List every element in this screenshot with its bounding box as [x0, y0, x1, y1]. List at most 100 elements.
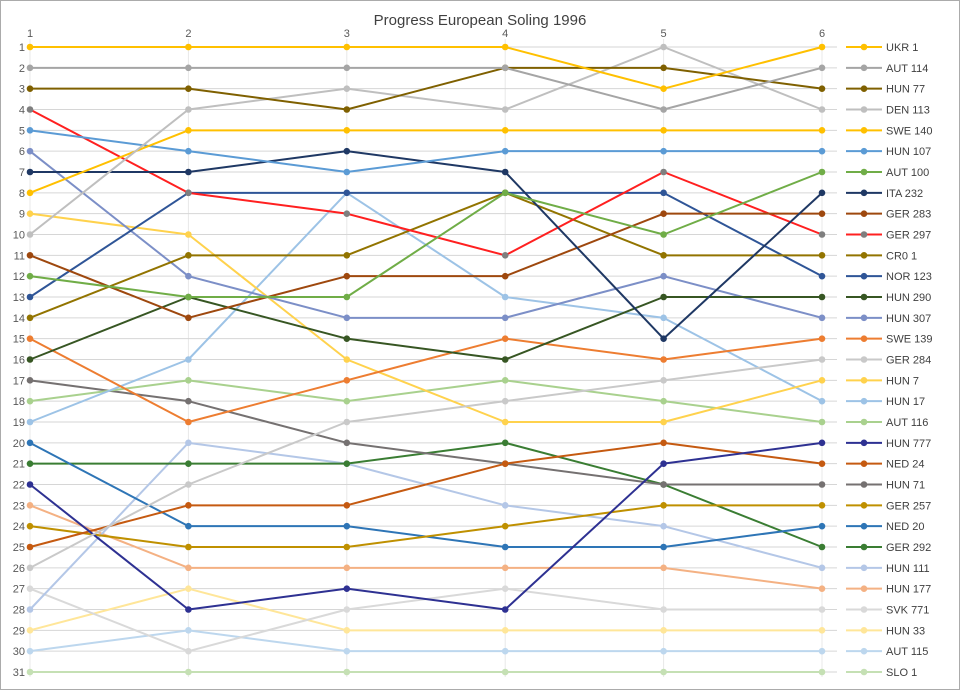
data-point-race2 — [185, 377, 192, 384]
legend-item-ger-297[interactable]: GER 297 — [846, 229, 931, 241]
legend-label: UKR 1 — [886, 42, 918, 54]
data-point-race4 — [501, 272, 509, 280]
legend-marker-dot — [860, 106, 868, 113]
legend-marker-dot — [860, 377, 868, 384]
legend-item-ita-232[interactable]: ITA 232 — [846, 188, 923, 200]
series-line — [29, 191, 823, 319]
data-point-race6 — [818, 272, 826, 280]
data-point-race4 — [501, 502, 509, 509]
legend-item-den-113[interactable]: DEN 113 — [846, 104, 930, 116]
y-tick-label-5: 5 — [19, 125, 25, 137]
data-point-race2 — [185, 168, 192, 176]
data-point-race6 — [818, 210, 826, 217]
data-point-race2 — [185, 543, 192, 551]
legend-item-swe-140[interactable]: SWE 140 — [846, 125, 932, 137]
data-point-race4 — [501, 356, 509, 363]
series-den-113 — [26, 43, 826, 238]
legend-item-hun-7[interactable]: HUN 7 — [846, 375, 919, 387]
data-point-race4 — [501, 377, 509, 384]
legend-item-ger-292[interactable]: GER 292 — [846, 542, 931, 554]
x-tick-label-4: 4 — [502, 28, 508, 40]
legend-item-cr0-1[interactable]: CR0 1 — [846, 250, 917, 262]
data-point-race1 — [26, 502, 34, 509]
legend-item-swe-139[interactable]: SWE 139 — [846, 334, 932, 346]
data-point-race6 — [818, 147, 826, 155]
data-point-race4 — [501, 64, 509, 72]
data-point-race2 — [185, 356, 192, 363]
legend-item-nor-123[interactable]: NOR 123 — [846, 271, 932, 283]
legend-item-svk-771[interactable]: SVK 771 — [846, 604, 929, 616]
series-hun-290 — [26, 293, 826, 363]
data-point-race4 — [501, 43, 509, 51]
data-point-race3 — [343, 522, 351, 530]
legend-item-slo-1[interactable]: SLO 1 — [846, 667, 917, 679]
legend-label: SVK 771 — [886, 604, 929, 616]
legend-item-hun-290[interactable]: HUN 290 — [846, 292, 931, 304]
legend-item-hun-71[interactable]: HUN 71 — [846, 479, 925, 491]
series-line — [29, 629, 823, 653]
data-point-race5 — [660, 168, 667, 176]
data-point-race3 — [343, 127, 351, 134]
series-line — [29, 358, 823, 569]
data-point-race4 — [501, 647, 509, 655]
data-point-race5 — [660, 210, 667, 217]
legend-item-hun-177[interactable]: HUN 177 — [846, 584, 931, 596]
y-tick-label-30: 30 — [13, 646, 25, 658]
data-point-race1 — [26, 210, 34, 217]
legend-item-ger-284[interactable]: GER 284 — [846, 354, 931, 366]
legend-item-aut-100[interactable]: AUT 100 — [846, 167, 929, 179]
legend-marker-dot — [860, 168, 868, 176]
legend-label: AUT 116 — [886, 417, 928, 429]
legend-marker-dot — [860, 502, 868, 509]
series-swe-139 — [26, 335, 826, 426]
data-point-race1 — [26, 668, 34, 676]
data-point-race1 — [26, 272, 34, 280]
data-point-race6 — [818, 585, 826, 592]
y-tick-label-11: 11 — [14, 250, 25, 262]
legend-label: AUT 114 — [886, 63, 928, 75]
data-point-race2 — [185, 314, 192, 322]
legend-marker-dot — [860, 397, 868, 405]
data-point-race5 — [660, 377, 667, 384]
data-point-race3 — [343, 189, 351, 197]
data-point-race2 — [185, 293, 192, 301]
legend-item-ger-257[interactable]: GER 257 — [846, 500, 931, 512]
y-tick-label-31: 31 — [13, 667, 25, 679]
legend-item-ned-20[interactable]: NED 20 — [846, 521, 925, 533]
data-point-race1 — [26, 585, 34, 592]
legend-item-hun-777[interactable]: HUN 777 — [846, 438, 931, 450]
legend-item-hun-307[interactable]: HUN 307 — [846, 313, 931, 325]
legend-label: SLO 1 — [886, 667, 917, 679]
legend-item-hun-111[interactable]: HUN 111 — [846, 563, 930, 575]
series-line — [29, 295, 823, 361]
y-tick-label-17: 17 — [13, 375, 25, 387]
data-point-race2 — [185, 627, 192, 634]
data-point-race1 — [26, 481, 34, 488]
legend-item-ger-283[interactable]: GER 283 — [846, 209, 931, 221]
legend-item-aut-115[interactable]: AUT 115 — [846, 646, 928, 658]
data-point-race1 — [26, 647, 34, 655]
legend-item-aut-116[interactable]: AUT 116 — [846, 417, 928, 429]
data-point-race2 — [185, 564, 192, 572]
legend-marker-dot — [860, 147, 868, 155]
legend-label: HUN 107 — [886, 146, 931, 158]
series-line — [29, 441, 823, 611]
data-point-race1 — [26, 127, 34, 134]
data-point-race3 — [343, 439, 351, 447]
legend-label: HUN 177 — [886, 584, 931, 596]
series-line — [29, 129, 823, 194]
legend-item-aut-114[interactable]: AUT 114 — [846, 63, 928, 75]
legend-item-ned-24[interactable]: NED 24 — [846, 459, 925, 471]
legend-item-hun-77[interactable]: HUN 77 — [846, 84, 925, 96]
series-aut-100 — [26, 168, 826, 301]
legend-item-hun-107[interactable]: HUN 107 — [846, 146, 931, 158]
data-point-race4 — [501, 627, 509, 634]
series-line — [29, 587, 823, 653]
legend-item-ukr-1[interactable]: UKR 1 — [846, 42, 918, 54]
legend-item-hun-17[interactable]: HUN 17 — [846, 396, 925, 408]
data-point-race5 — [660, 522, 667, 530]
legend-item-hun-33[interactable]: HUN 33 — [846, 625, 925, 637]
data-point-race5 — [660, 647, 667, 655]
legend-label: SWE 139 — [886, 334, 932, 346]
